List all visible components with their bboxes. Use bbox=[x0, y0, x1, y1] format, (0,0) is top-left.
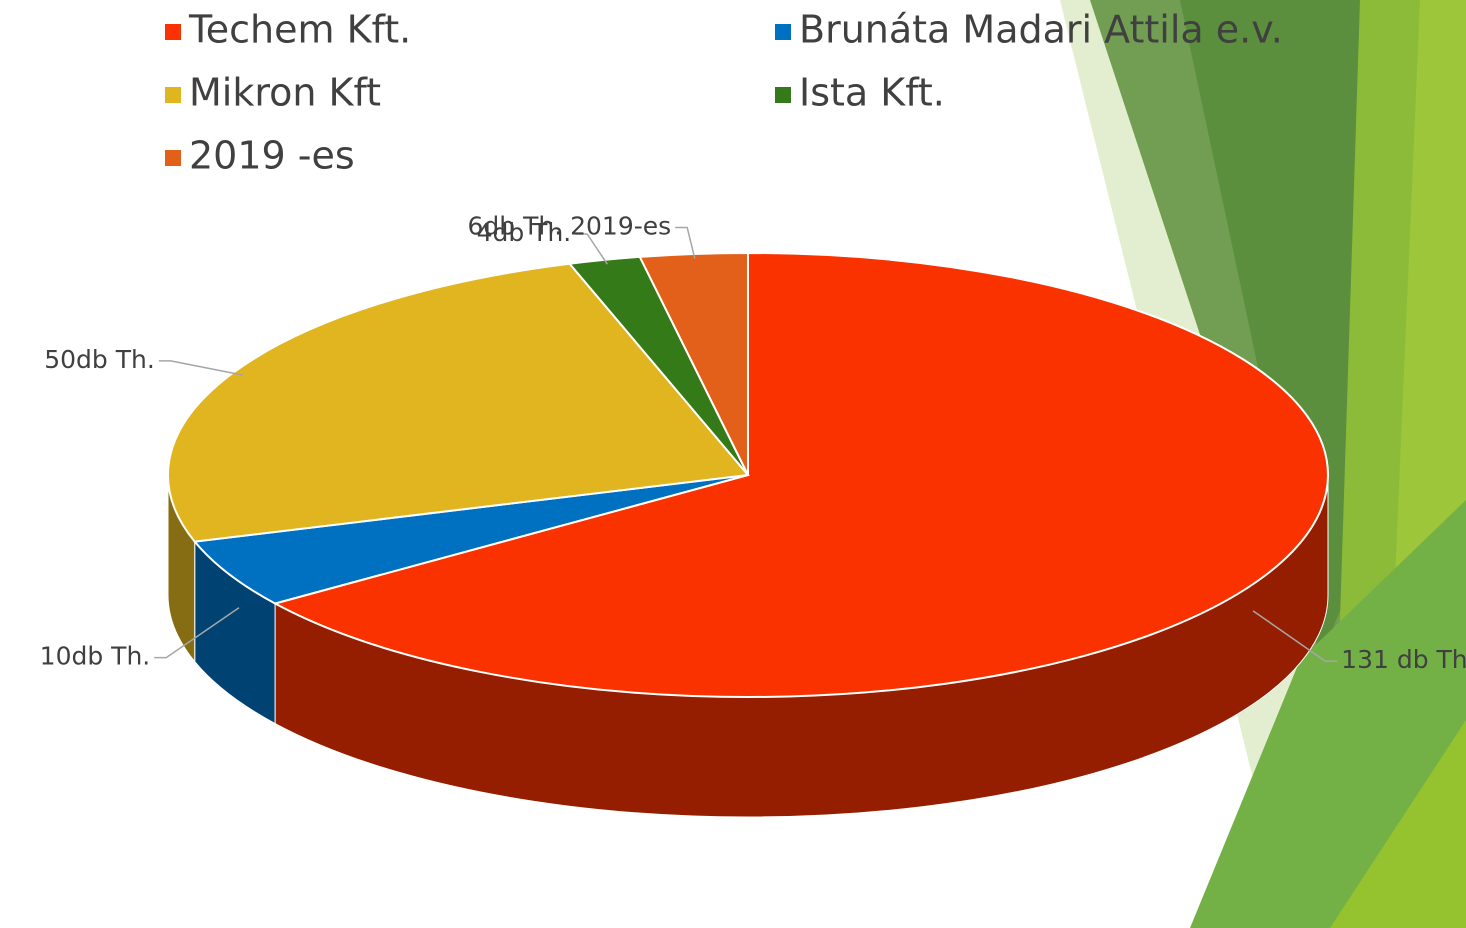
legend-label: 2019 -es bbox=[189, 134, 355, 178]
data-label: 131 db Th. bbox=[1341, 645, 1466, 674]
legend-swatch bbox=[165, 87, 181, 103]
legend-label: Mikron Kft bbox=[189, 71, 381, 115]
legend-swatch bbox=[775, 87, 791, 103]
legend-swatch bbox=[165, 150, 181, 166]
legend-label: Techem Kft. bbox=[188, 8, 411, 52]
slide: Techem Kft. Brunáta Madari Attila e.v. Mik… bbox=[0, 0, 1466, 928]
legend-label: Ista Kft. bbox=[799, 71, 945, 115]
data-label: 50db Th. bbox=[44, 345, 155, 374]
legend-label: Brunáta Madari Attila e.v. bbox=[799, 8, 1283, 52]
leader-line bbox=[159, 361, 243, 375]
legend-swatch bbox=[165, 24, 181, 40]
legend-swatch bbox=[775, 24, 791, 40]
data-label: 10db Th. bbox=[40, 642, 151, 671]
data-label: 6db Th. 2019-es bbox=[468, 211, 672, 240]
